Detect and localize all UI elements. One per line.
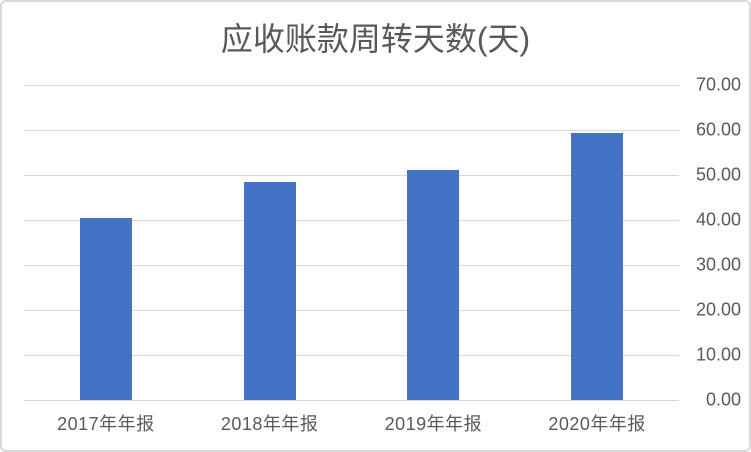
bar-2017年年报 — [79, 218, 132, 400]
y-axis-tick-label: 10.00 — [695, 344, 741, 365]
chart-title: 应收账款周转天数(天) — [220, 21, 531, 57]
gridline — [24, 175, 679, 176]
plot-area — [24, 85, 679, 401]
gridline — [24, 265, 679, 266]
bar-2020年年报 — [571, 133, 624, 400]
bar-2018年年报 — [243, 182, 296, 400]
gridline — [24, 220, 679, 221]
y-axis-tick-label: 40.00 — [695, 209, 741, 230]
y-axis-tick-label: 70.00 — [695, 74, 741, 95]
bar-2019年年报 — [407, 170, 460, 400]
gridline — [24, 130, 679, 131]
y-axis-tick-label: 60.00 — [695, 119, 741, 140]
x-axis-tick-label: 2018年年报 — [220, 414, 319, 434]
x-axis-tick-label: 2017年年报 — [57, 414, 155, 434]
y-axis-tick-label: 50.00 — [695, 164, 741, 185]
x-axis-tick-label: 2019年年报 — [384, 414, 483, 434]
gridline — [24, 400, 679, 401]
gridline — [24, 355, 679, 356]
gridline — [24, 310, 679, 311]
y-axis-tick-label: 0.00 — [705, 389, 741, 410]
y-axis-tick-label: 20.00 — [695, 299, 741, 320]
gridline — [24, 85, 679, 86]
y-axis-tick-label: 30.00 — [695, 254, 741, 275]
x-axis-tick-label: 2020年年报 — [548, 414, 646, 434]
